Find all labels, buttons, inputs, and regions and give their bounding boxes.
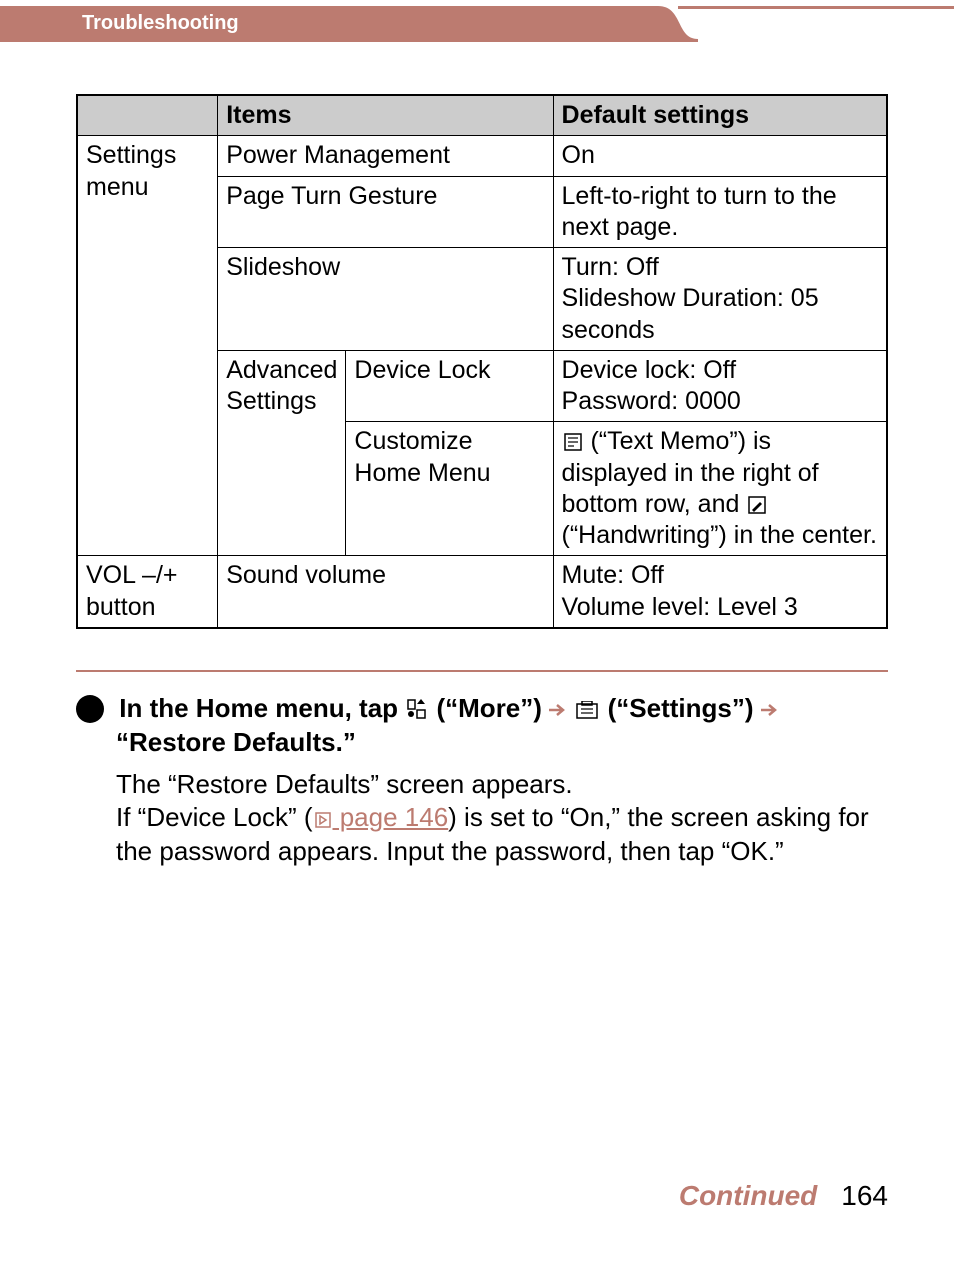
- step-body-line2: If “Device Lock” ( page 146) is set to “…: [116, 801, 888, 869]
- step-heading: 1 In the Home menu, tap (“More”) (“Setti…: [76, 692, 888, 760]
- step-number-badge: 1: [76, 695, 104, 723]
- continued-label: Continued: [679, 1180, 817, 1211]
- step-head-restore: “Restore Defaults.”: [116, 727, 356, 757]
- header-blank: [77, 95, 218, 136]
- step-head-part1: In the Home menu, tap: [119, 693, 405, 723]
- settings-icon: [576, 701, 598, 719]
- customize-text-pre: (“Text Memo”) is displayed in the right …: [562, 427, 819, 518]
- header-items: Items: [218, 95, 553, 136]
- item-sound-volume: Sound volume: [218, 556, 553, 628]
- page-ref-icon: [315, 812, 331, 828]
- value-power-management: On: [553, 136, 887, 176]
- step-head-settings: (“Settings”): [600, 693, 760, 723]
- header-tab-curve: [638, 6, 698, 42]
- arrow-right-icon: [549, 703, 567, 717]
- page-footer: Continued 164: [679, 1180, 888, 1212]
- value-customize-home: (“Text Memo”) is displayed in the right …: [553, 422, 887, 556]
- step-body-line1: The “Restore Defaults” screen appears.: [116, 768, 888, 802]
- item-customize-home: Customize Home Menu: [346, 422, 553, 556]
- more-icon: [407, 699, 427, 719]
- table-header-row: Items Default settings: [77, 95, 887, 136]
- item-device-lock: Device Lock: [346, 350, 553, 422]
- item-page-turn: Page Turn Gesture: [218, 176, 553, 248]
- step-body-2a: If “Device Lock” (: [116, 802, 313, 832]
- settings-table: Items Default settings Settings menu Pow…: [76, 94, 888, 629]
- handwriting-icon: [748, 496, 766, 514]
- page-link-146[interactable]: page 146: [333, 802, 449, 832]
- step-body: The “Restore Defaults” screen appears. I…: [76, 768, 888, 869]
- value-sound-volume: Mute: Off Volume level: Level 3: [553, 556, 887, 628]
- section-header: Troubleshooting: [0, 6, 954, 42]
- section-divider: [76, 670, 888, 672]
- value-page-turn: Left-to-right to turn to the next page.: [553, 176, 887, 248]
- item-slideshow: Slideshow: [218, 248, 553, 351]
- text-memo-icon: [564, 433, 582, 451]
- page-number: 164: [841, 1180, 888, 1211]
- value-slideshow: Turn: Off Slideshow Duration: 05 seconds: [553, 248, 887, 351]
- header-defaults: Default settings: [553, 95, 887, 136]
- step-block: 1 In the Home menu, tap (“More”) (“Setti…: [76, 692, 888, 869]
- arrow-right-icon: [761, 703, 779, 717]
- item-power-management: Power Management: [218, 136, 553, 176]
- step-head-more: (“More”): [429, 693, 549, 723]
- table-row: Settings menu Power Management On: [77, 136, 887, 176]
- group-vol-button: VOL –/+ button: [77, 556, 218, 628]
- section-title: Troubleshooting: [82, 12, 239, 35]
- value-device-lock: Device lock: Off Password: 0000: [553, 350, 887, 422]
- customize-text-post: (“Handwriting”) in the center.: [562, 521, 877, 549]
- header-rule: [680, 6, 954, 9]
- group-advanced-settings: Advanced Settings: [218, 350, 346, 556]
- table-row: VOL –/+ button Sound volume Mute: Off Vo…: [77, 556, 887, 628]
- group-settings-menu: Settings menu: [77, 136, 218, 556]
